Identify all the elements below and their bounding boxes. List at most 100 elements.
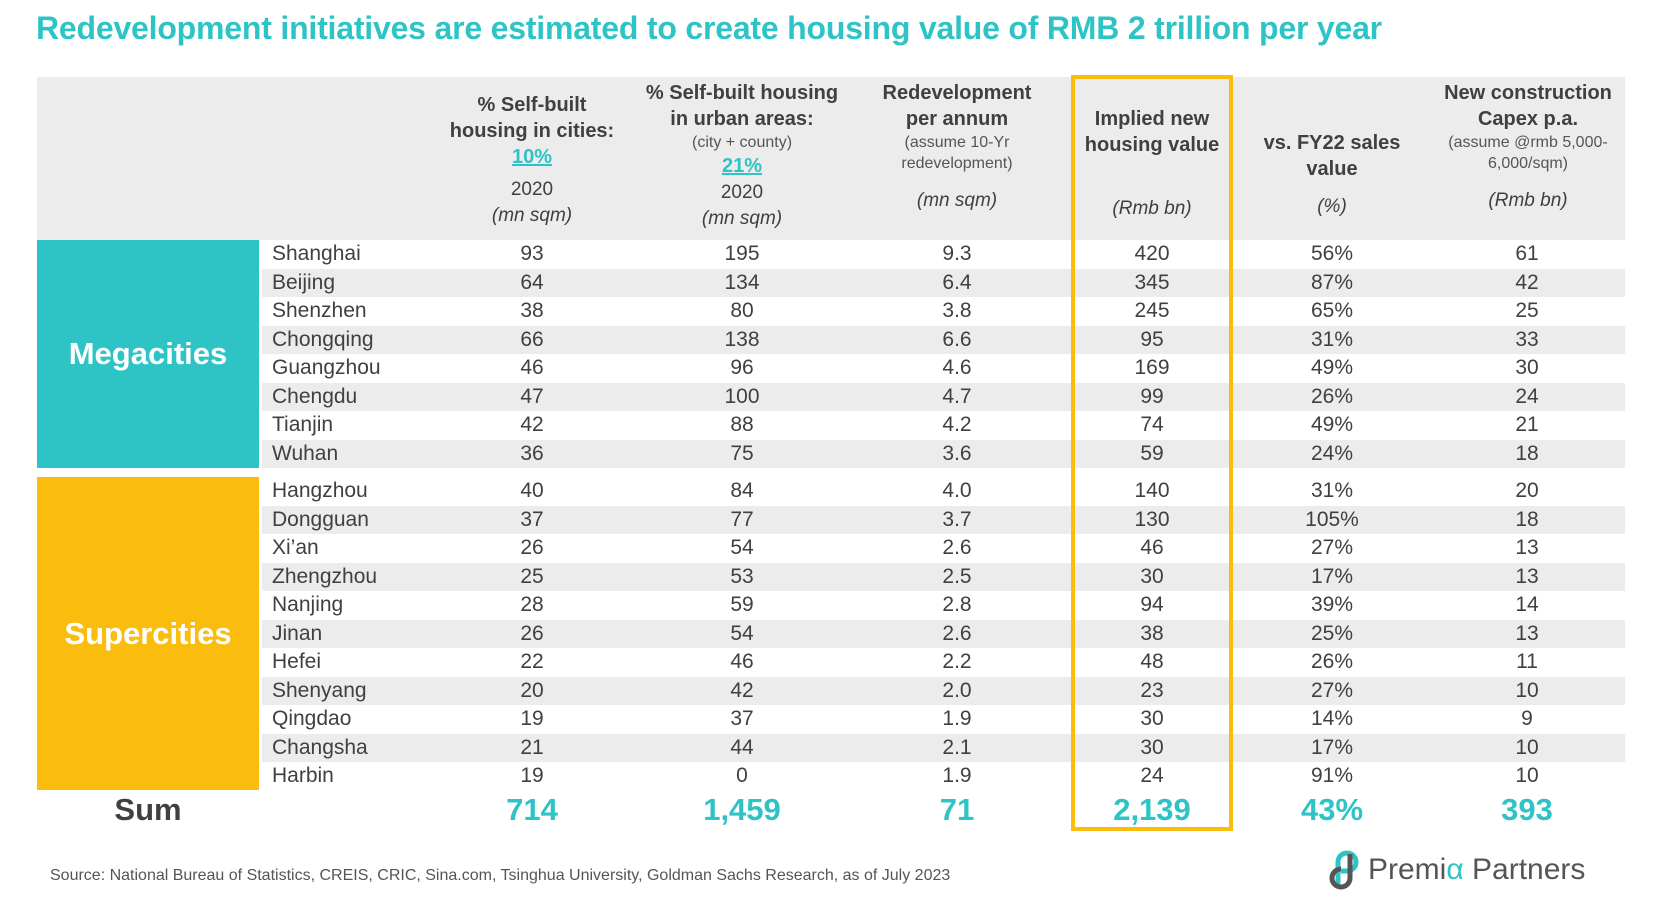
table-cell: 36 — [520, 441, 544, 465]
table-row: Chengdu 47 100 4.7 99 26% 24 — [262, 383, 1625, 412]
table-cell: 59 — [730, 593, 754, 616]
highlight-box — [1071, 75, 1233, 831]
table-cell: 18 — [1515, 507, 1539, 531]
table-cell: 20 — [1515, 479, 1539, 502]
table-cell: 93 — [520, 242, 544, 265]
city-name: Hefei — [272, 650, 322, 673]
col-header-line: New construction — [1444, 82, 1612, 104]
table-cell: 4.2 — [942, 413, 972, 436]
table-row: Qingdao 19 37 1.9 30 14% 9 — [262, 705, 1625, 734]
city-name: Harbin — [272, 764, 334, 787]
table-cell: 4.7 — [942, 384, 972, 408]
col-header-line: vs. FY22 sales — [1263, 132, 1401, 154]
city-name: Jinan — [272, 621, 323, 645]
table-row: Shanghai 93 195 9.3 420 56% 61 — [262, 240, 1625, 269]
table-cell: 80 — [730, 299, 754, 322]
table-cell: 42 — [520, 413, 544, 436]
sum-cell: 43% — [1300, 792, 1364, 827]
col-header-unit: (mn sqm) — [916, 190, 998, 211]
table-cell: 25 — [1515, 299, 1539, 322]
table-cell: 1.9 — [942, 764, 972, 787]
table-cell: 25 — [520, 564, 544, 588]
table-cell: 42 — [1515, 270, 1539, 294]
city-name: Nanjing — [272, 593, 344, 616]
table-cell: 0 — [736, 764, 748, 787]
table-row: Beijing 64 134 6.4 345 87% 42 — [262, 269, 1625, 298]
table-cell: 4.0 — [942, 479, 972, 502]
col-header-line: housing value — [1084, 134, 1220, 156]
col-header-link[interactable]: 10% — [511, 146, 553, 168]
row-stripe — [262, 619, 1625, 648]
table-row: Wuhan 36 75 3.6 59 24% 18 — [262, 440, 1625, 469]
table-cell: 91% — [1310, 764, 1354, 787]
table-cell: 13 — [1515, 564, 1539, 588]
col-header-link[interactable]: 21% — [721, 155, 763, 177]
table-cell: 195 — [724, 242, 760, 265]
table-row: Hefei 22 46 2.2 48 26% 11 — [262, 648, 1625, 677]
col-header-sub: (assume 10-Yr — [904, 134, 1010, 151]
sum-cell: 393 — [1501, 792, 1553, 827]
table-cell: 26 — [520, 536, 544, 559]
col-header-capex: New construction Capex p.a. (assume @rmb… — [1418, 80, 1638, 214]
table-cell: 24% — [1310, 441, 1354, 465]
table-cell: 9.3 — [942, 242, 972, 265]
col-header-unit: (mn sqm) — [491, 205, 573, 226]
table-row: Zhengzhou 25 53 2.5 30 17% 13 — [262, 563, 1625, 592]
row-stripe — [262, 505, 1625, 534]
group-supercities: Supercities — [37, 477, 259, 790]
table-cell: 6.4 — [942, 270, 972, 294]
table-cell: 134 — [724, 270, 760, 294]
logo-text-c: Partners — [1463, 853, 1586, 886]
table-cell: 66 — [520, 327, 544, 351]
table-cell: 2.2 — [942, 650, 972, 673]
table-cell: 46 — [1140, 536, 1164, 559]
table-cell: 87% — [1310, 270, 1354, 294]
col-header-sub: (city + county) — [691, 134, 793, 151]
col-header-sub: redevelopment) — [901, 155, 1013, 172]
table-cell: 24 — [1140, 764, 1164, 787]
table-cell: 84 — [730, 479, 754, 502]
table-cell: 345 — [1134, 270, 1170, 294]
sum-cell: 714 — [506, 792, 558, 827]
table-cell: 31% — [1310, 327, 1354, 351]
city-name: Chengdu — [272, 384, 358, 408]
table-cell: 26% — [1310, 650, 1354, 673]
table-row: Shenyang 20 42 2.0 23 27% 10 — [262, 677, 1625, 706]
logo: Premiα Partners — [1328, 850, 1585, 890]
table-row: Chongqing 66 138 6.6 95 31% 33 — [262, 326, 1625, 355]
table-cell: 94 — [1140, 593, 1164, 616]
table-cell: 28 — [520, 593, 544, 616]
col-header-self-built-cities: % Self-built housing in cities: 10% 2020… — [432, 92, 632, 229]
table-row: Harbin 19 0 1.9 24 91% 10 — [262, 762, 1625, 791]
col-header-line: value — [1306, 158, 1358, 180]
city-name: Changsha — [272, 735, 368, 759]
table-cell: 21 — [1515, 413, 1539, 436]
page-title: Redevelopment initiatives are estimated … — [36, 10, 1382, 46]
row-stripe — [262, 562, 1625, 591]
table-row: Dongguan 37 77 3.7 130 105% 18 — [262, 506, 1625, 535]
table-cell: 49% — [1310, 413, 1354, 436]
table-cell: 100 — [724, 384, 760, 408]
table-cell: 65% — [1310, 299, 1354, 322]
row-stripe — [262, 268, 1625, 297]
table-cell: 2.6 — [942, 536, 972, 559]
sum-cell: 2,139 — [1113, 792, 1191, 827]
table-cell: 37 — [520, 507, 544, 531]
source-note: Source: National Bureau of Statistics, C… — [50, 867, 951, 884]
city-name: Chongqing — [272, 327, 374, 351]
table-cell: 27% — [1310, 678, 1354, 702]
table-cell: 2.0 — [942, 678, 972, 702]
table-cell: 54 — [730, 621, 754, 645]
col-header-line: Redevelopment — [882, 82, 1032, 104]
sum-cell: 1,459 — [703, 792, 781, 827]
table-cell: 27% — [1310, 536, 1354, 559]
city-name: Qingdao — [272, 707, 352, 730]
sum-label: Sum — [114, 792, 182, 827]
table-cell: 22 — [520, 650, 544, 673]
table-cell: 17% — [1310, 564, 1354, 588]
table-cell: 4.6 — [942, 356, 972, 379]
col-header-line: Capex p.a. — [1477, 108, 1579, 130]
table-cell: 10 — [1515, 764, 1539, 787]
table-cell: 88 — [730, 413, 754, 436]
table-cell: 31% — [1310, 479, 1354, 502]
